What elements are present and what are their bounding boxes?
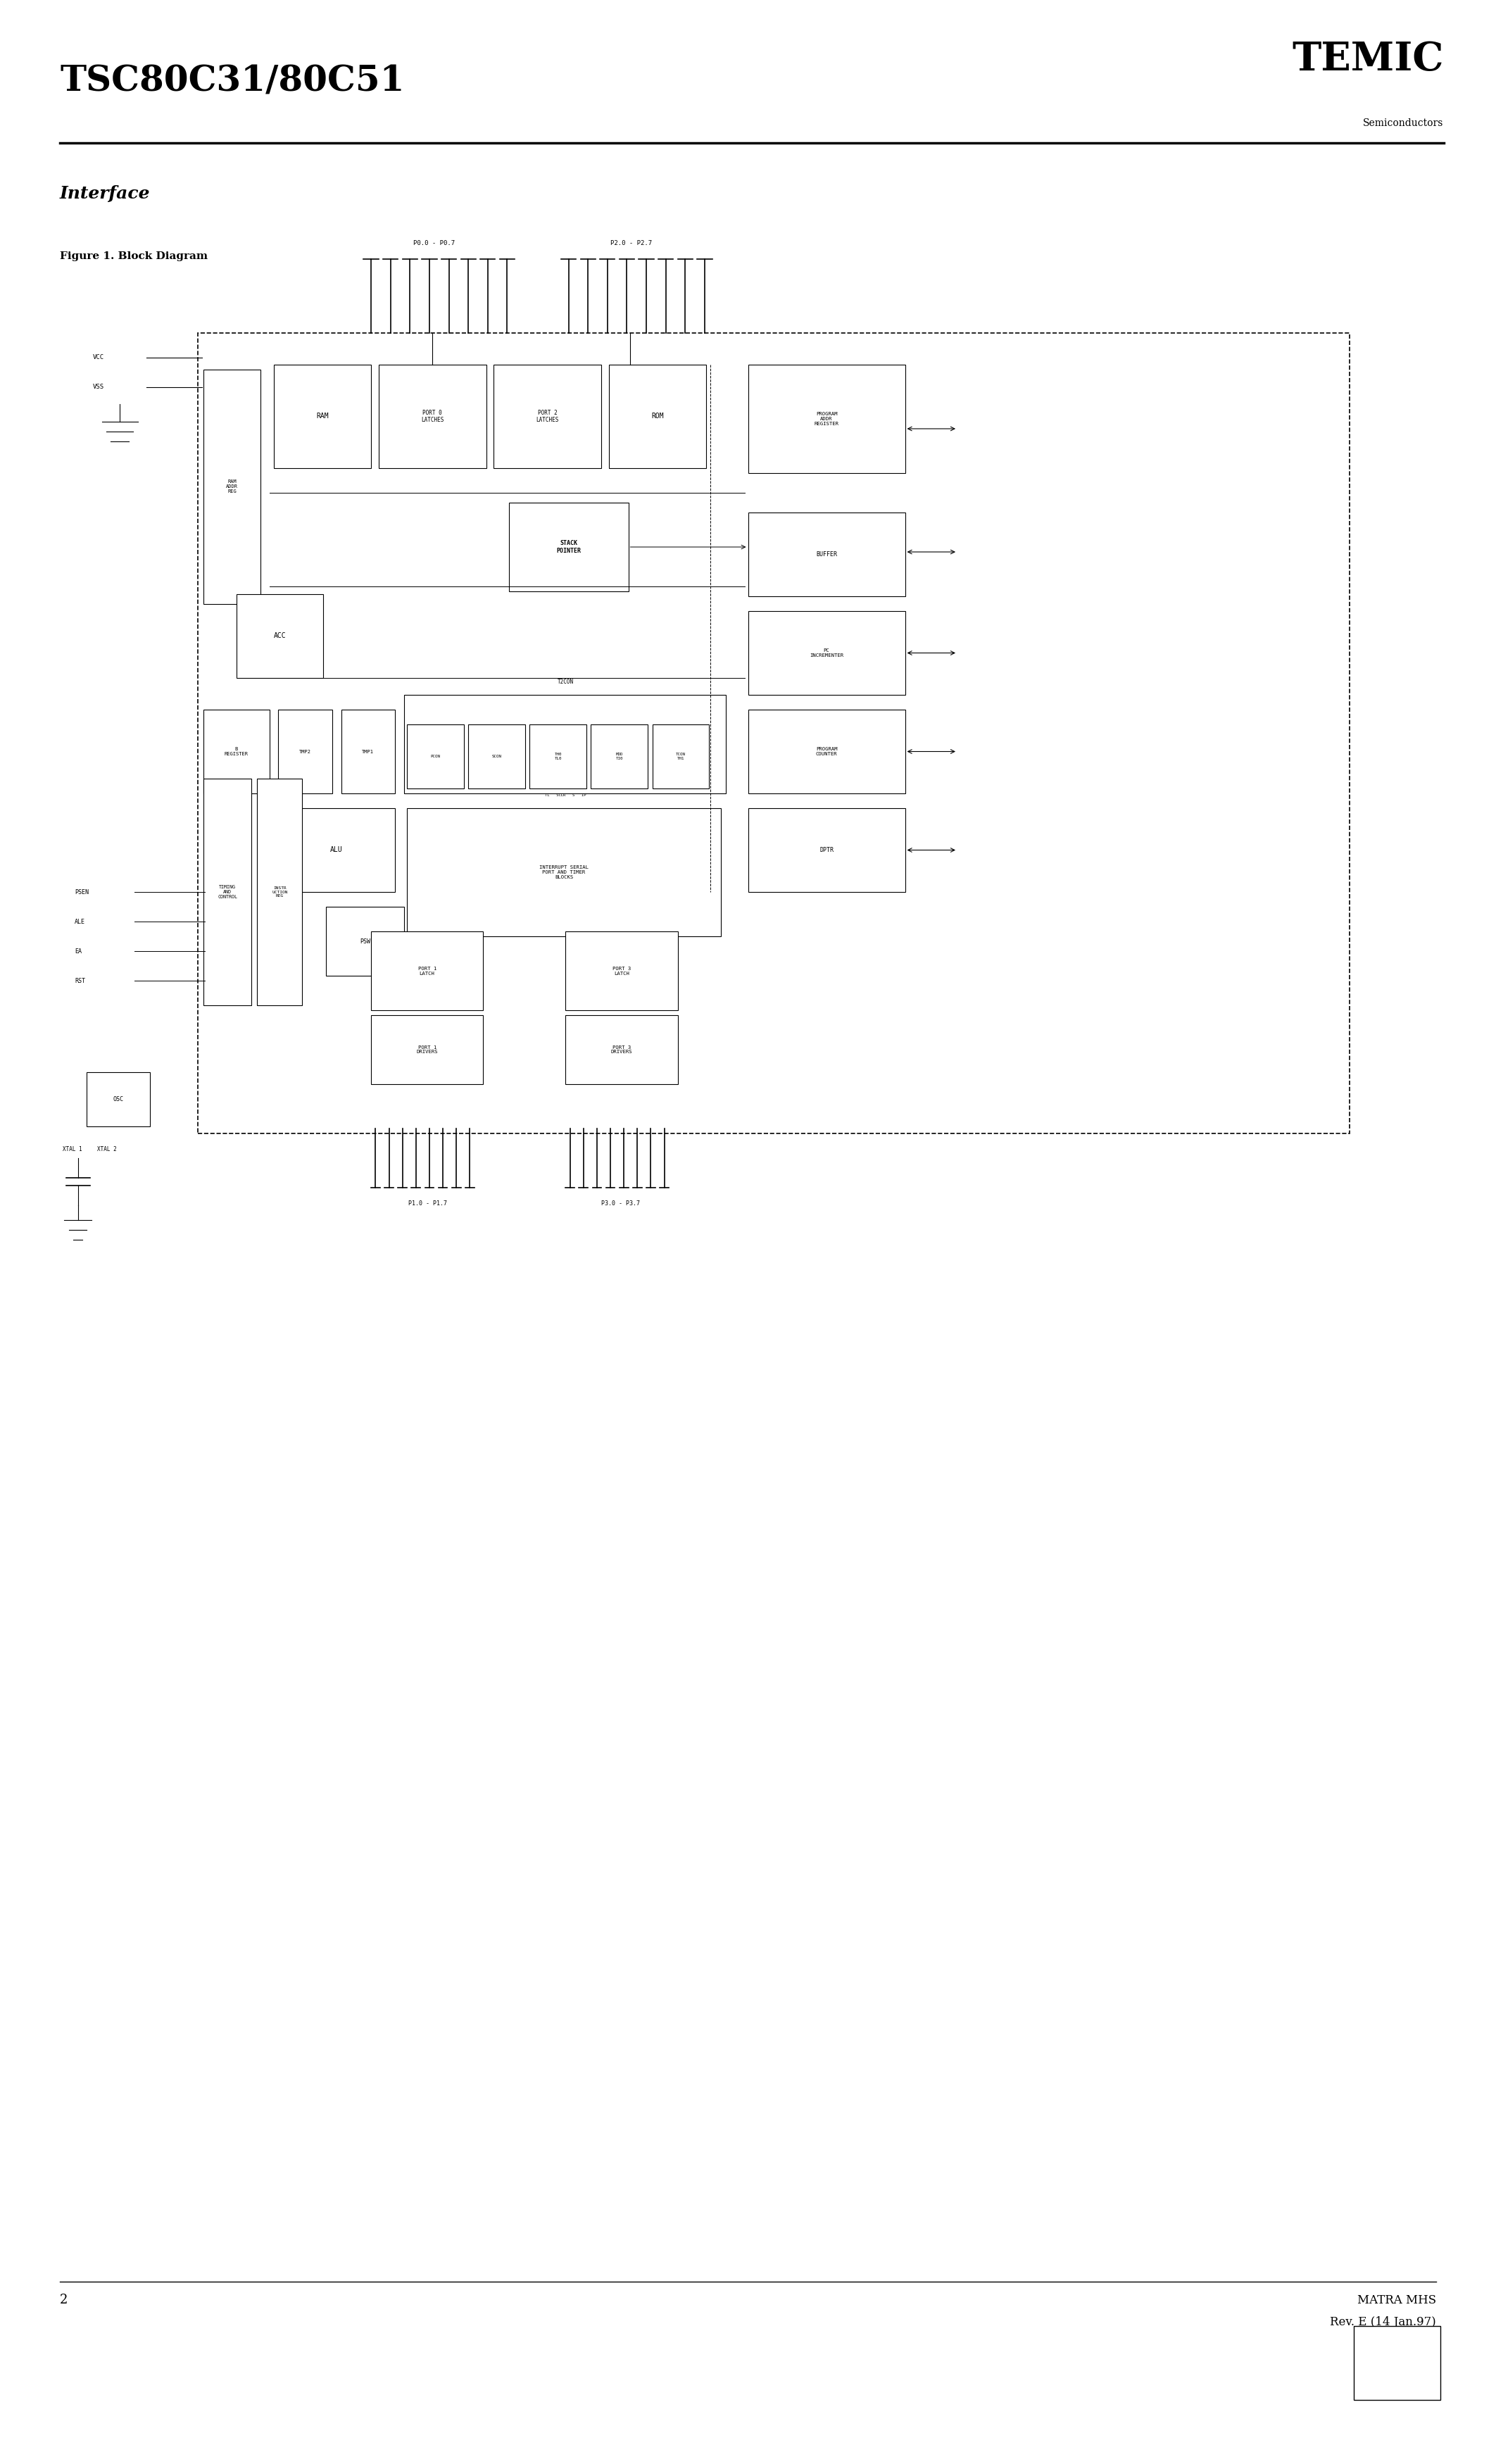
Text: PORT 3
LATCH: PORT 3 LATCH <box>612 966 631 976</box>
Bar <box>404 695 726 793</box>
Text: EA: EA <box>75 949 82 954</box>
Text: Rev. E (14 Jan.97): Rev. E (14 Jan.97) <box>1330 2316 1436 2328</box>
Bar <box>565 1015 678 1084</box>
Text: RAM
ADDR
REG: RAM ADDR REG <box>226 480 238 493</box>
Bar <box>748 710 905 793</box>
Text: P3.0 - P3.7: P3.0 - P3.7 <box>601 1200 640 1207</box>
Text: 2: 2 <box>60 2294 67 2306</box>
Text: T2CON: T2CON <box>558 678 573 685</box>
Text: TEMIC: TEMIC <box>1293 39 1444 79</box>
Bar <box>87 1072 150 1126</box>
Bar <box>274 365 371 468</box>
Bar <box>407 724 464 788</box>
Text: TL   SCLR   S   IP: TL SCLR S IP <box>545 793 586 796</box>
Bar <box>278 808 395 892</box>
Text: PSEN: PSEN <box>75 890 88 894</box>
Bar <box>509 503 628 591</box>
Bar <box>609 365 706 468</box>
Text: P2.0 - P2.7: P2.0 - P2.7 <box>610 239 652 246</box>
Text: OSC: OSC <box>112 1096 124 1101</box>
Text: VCC: VCC <box>93 355 105 360</box>
Text: PROGRAM
COUNTER: PROGRAM COUNTER <box>815 747 838 756</box>
Text: PROGRAM
ADDR
REGISTER: PROGRAM ADDR REGISTER <box>814 411 839 426</box>
Text: ALE: ALE <box>75 919 85 924</box>
Text: INSTR
UCTION
REG: INSTR UCTION REG <box>272 887 287 897</box>
Bar <box>378 365 486 468</box>
Bar <box>468 724 525 788</box>
Text: ROM: ROM <box>651 414 664 419</box>
Text: Figure 1. Block Diagram: Figure 1. Block Diagram <box>60 251 208 261</box>
Bar <box>371 931 483 1010</box>
Text: TSC80C31/80C51: TSC80C31/80C51 <box>60 64 404 99</box>
Text: RST: RST <box>75 978 85 983</box>
Text: PC
INCREMENTER: PC INCREMENTER <box>809 648 844 658</box>
Text: TMP1: TMP1 <box>362 749 374 754</box>
Bar <box>326 907 404 976</box>
Text: PORT 3
DRIVERS: PORT 3 DRIVERS <box>610 1045 633 1055</box>
Text: BUFFER: BUFFER <box>815 552 838 557</box>
Text: STACK
POINTER: STACK POINTER <box>557 540 580 554</box>
Bar <box>203 370 260 604</box>
Bar <box>203 710 269 793</box>
Bar <box>591 724 648 788</box>
Text: PORT 0
LATCHES: PORT 0 LATCHES <box>420 409 444 424</box>
Text: TCON
TH1: TCON TH1 <box>676 752 685 761</box>
Text: P1.0 - P1.7: P1.0 - P1.7 <box>408 1200 447 1207</box>
Bar <box>748 513 905 596</box>
Text: TIMING
AND
CONTROL: TIMING AND CONTROL <box>217 885 238 899</box>
Bar <box>565 931 678 1010</box>
Text: PORT 1
DRIVERS: PORT 1 DRIVERS <box>416 1045 438 1055</box>
Bar <box>197 333 1349 1133</box>
Text: PORT 1
LATCH: PORT 1 LATCH <box>417 966 437 976</box>
Text: B
REGISTER: B REGISTER <box>224 747 248 756</box>
Bar <box>407 808 721 936</box>
Text: P0.0 - P0.7: P0.0 - P0.7 <box>413 239 455 246</box>
Bar <box>530 724 586 788</box>
Text: PSW: PSW <box>359 939 371 944</box>
Bar <box>341 710 395 793</box>
Text: XTAL 1: XTAL 1 <box>63 1146 82 1153</box>
Bar <box>371 1015 483 1084</box>
Bar <box>203 779 251 1005</box>
Text: INTERRUPT SERIAL
PORT AND TIMER
BLOCKS: INTERRUPT SERIAL PORT AND TIMER BLOCKS <box>540 865 588 880</box>
Bar <box>494 365 601 468</box>
Text: PCON: PCON <box>431 754 440 759</box>
Text: SCON: SCON <box>492 754 501 759</box>
Bar <box>278 710 332 793</box>
Text: DPTR: DPTR <box>820 848 833 853</box>
Text: TH0
TL0: TH0 TL0 <box>555 752 561 761</box>
Text: Interface: Interface <box>60 185 150 202</box>
Text: ACC: ACC <box>274 633 286 638</box>
Text: ALU: ALU <box>331 848 343 853</box>
Text: MOD
TI0: MOD TI0 <box>616 752 622 761</box>
Text: TMP2: TMP2 <box>299 749 311 754</box>
Bar <box>1354 2326 1441 2400</box>
Bar <box>652 724 709 788</box>
Text: Semiconductors: Semiconductors <box>1363 118 1444 128</box>
Text: XTAL 2: XTAL 2 <box>97 1146 117 1153</box>
Bar <box>748 611 905 695</box>
Bar <box>257 779 302 1005</box>
Text: RAM: RAM <box>316 414 329 419</box>
Bar <box>748 808 905 892</box>
Text: VSS: VSS <box>93 384 105 389</box>
Bar <box>236 594 323 678</box>
Bar <box>748 365 905 473</box>
Text: PORT 2
LATCHES: PORT 2 LATCHES <box>536 409 560 424</box>
Text: MATRA MHS: MATRA MHS <box>1357 2294 1436 2306</box>
